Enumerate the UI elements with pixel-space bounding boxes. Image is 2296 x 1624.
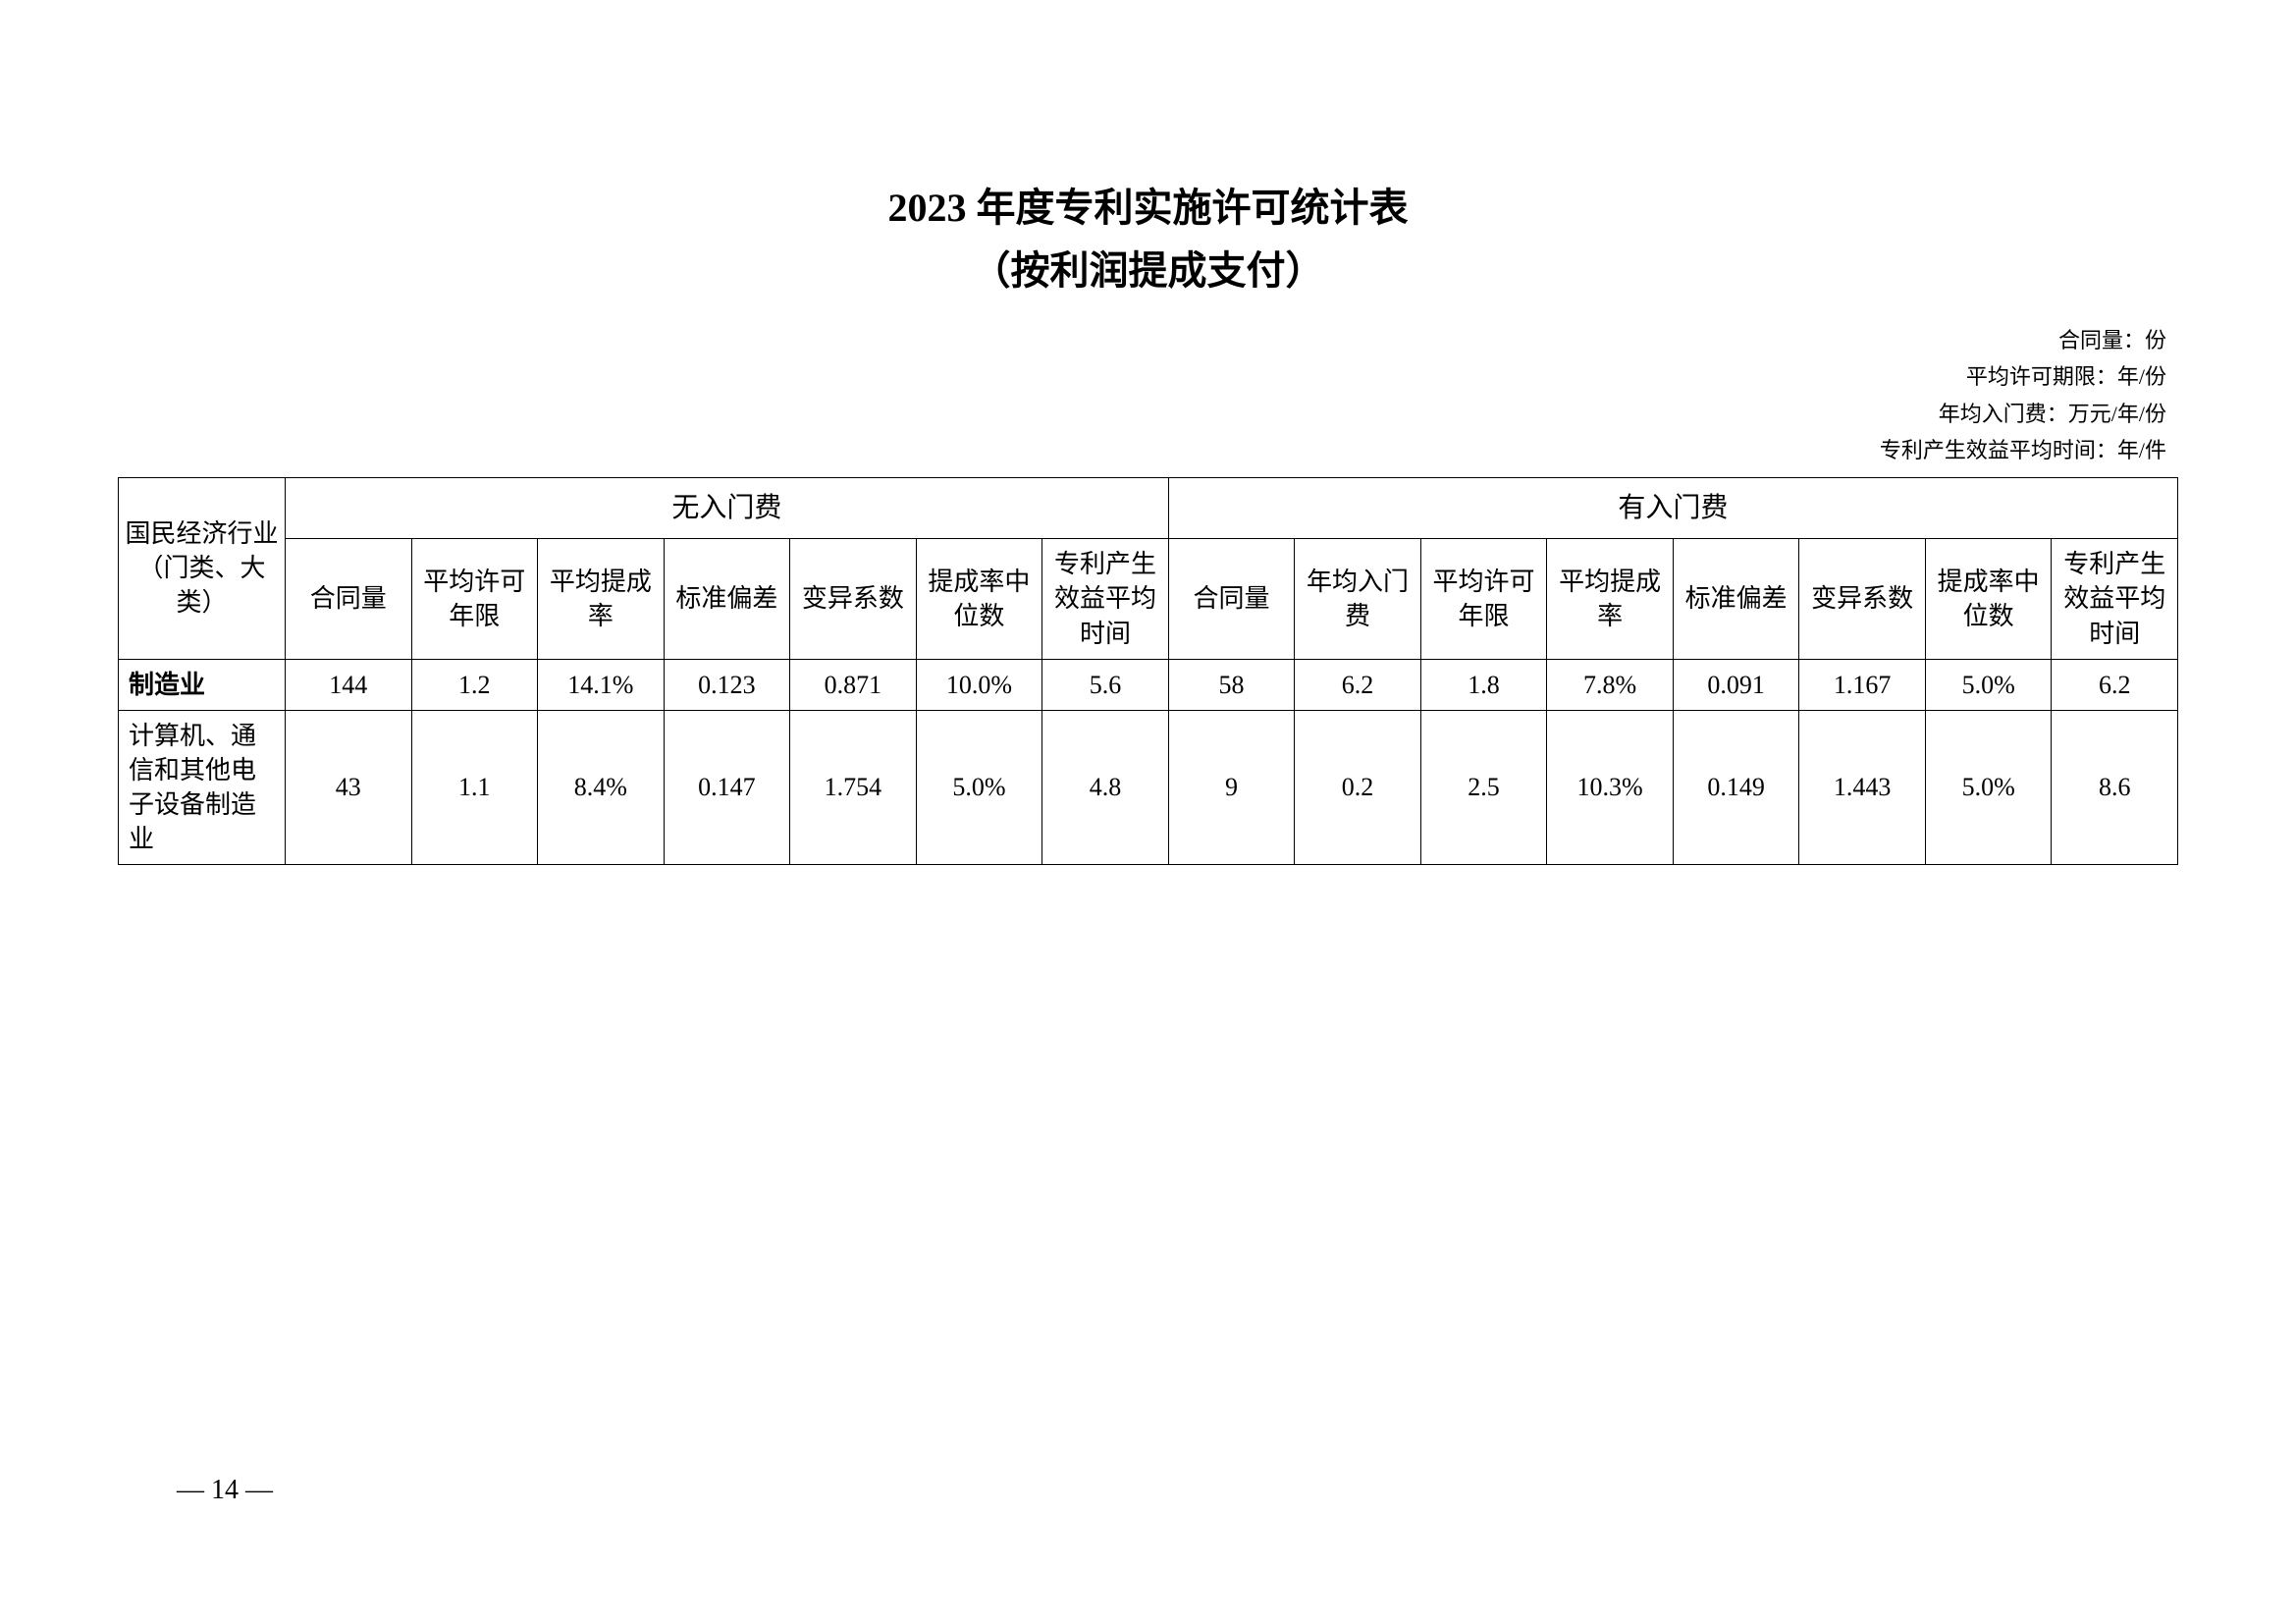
col-nofee-4: 标准偏差 xyxy=(664,539,790,659)
col-nofee-2: 平均许可年限 xyxy=(411,539,538,659)
cell: 14.1% xyxy=(538,659,665,710)
col-withfee-2: 年均入门费 xyxy=(1295,539,1421,659)
row-label: 计算机、通信和其他电子设备制造业 xyxy=(119,710,286,864)
cell: 5.0% xyxy=(1925,710,2052,864)
cell: 10.3% xyxy=(1547,710,1674,864)
legend-block: 合同量：份 平均许可期限：年/份 年均入门费：万元/年/份 专利产生效益平均时间… xyxy=(118,322,2178,469)
legend-line-3: 年均入门费：万元/年/份 xyxy=(118,396,2166,432)
cell: 7.8% xyxy=(1547,659,1674,710)
cell: 10.0% xyxy=(916,659,1042,710)
col-withfee-3: 平均许可年限 xyxy=(1420,539,1547,659)
cell: 5.6 xyxy=(1042,659,1169,710)
title-line-2: （按利润提成支付） xyxy=(118,240,2178,302)
legend-line-1: 合同量：份 xyxy=(118,322,2166,358)
cell: 1.8 xyxy=(1420,659,1547,710)
col-withfee-4: 平均提成率 xyxy=(1547,539,1674,659)
cell: 8.6 xyxy=(2052,710,2178,864)
cell: 0.149 xyxy=(1673,710,1799,864)
header-row-cols: 合同量 平均许可年限 平均提成率 标准偏差 变异系数 提成率中位数 专利产生效益… xyxy=(119,539,2178,659)
cell: 0.147 xyxy=(664,710,790,864)
cell: 6.2 xyxy=(1295,659,1421,710)
cell: 1.1 xyxy=(411,710,538,864)
cell: 144 xyxy=(286,659,412,710)
cell: 58 xyxy=(1168,659,1295,710)
cell: 4.8 xyxy=(1042,710,1169,864)
page-number: — 14 — xyxy=(177,1475,273,1506)
legend-line-4: 专利产生效益平均时间：年/件 xyxy=(118,432,2166,468)
col-withfee-1: 合同量 xyxy=(1168,539,1295,659)
page-container: 2023 年度专利实施许可统计表 （按利润提成支付） 合同量：份 平均许可期限：… xyxy=(0,0,2296,865)
cell: 1.754 xyxy=(790,710,917,864)
cell: 1.2 xyxy=(411,659,538,710)
cell: 0.2 xyxy=(1295,710,1421,864)
col-withfee-6: 变异系数 xyxy=(1799,539,1926,659)
col-nofee-7: 专利产生效益平均时间 xyxy=(1042,539,1169,659)
col-withfee-7: 提成率中位数 xyxy=(1925,539,2052,659)
col-withfee-8: 专利产生效益平均时间 xyxy=(2052,539,2178,659)
table-row: 计算机、通信和其他电子设备制造业 43 1.1 8.4% 0.147 1.754… xyxy=(119,710,2178,864)
header-row-groups: 国民经济行业（门类、大类） 无入门费 有入门费 xyxy=(119,477,2178,539)
cell: 6.2 xyxy=(2052,659,2178,710)
col-nofee-3: 平均提成率 xyxy=(538,539,665,659)
cell: 1.167 xyxy=(1799,659,1926,710)
title-line-1: 2023 年度专利实施许可统计表 xyxy=(118,177,2178,240)
cell: 0.091 xyxy=(1673,659,1799,710)
table-head: 国民经济行业（门类、大类） 无入门费 有入门费 合同量 平均许可年限 平均提成率… xyxy=(119,477,2178,659)
col-nofee-1: 合同量 xyxy=(286,539,412,659)
col-nofee-6: 提成率中位数 xyxy=(916,539,1042,659)
cell: 5.0% xyxy=(1925,659,2052,710)
cell: 0.123 xyxy=(664,659,790,710)
data-table: 国民经济行业（门类、大类） 无入门费 有入门费 合同量 平均许可年限 平均提成率… xyxy=(118,477,2178,866)
cell: 5.0% xyxy=(916,710,1042,864)
table-row: 制造业 144 1.2 14.1% 0.123 0.871 10.0% 5.6 … xyxy=(119,659,2178,710)
cell: 43 xyxy=(286,710,412,864)
group-header-no-fee: 无入门费 xyxy=(286,477,1169,539)
legend-line-2: 平均许可期限：年/份 xyxy=(118,358,2166,395)
cell: 1.443 xyxy=(1799,710,1926,864)
title-block: 2023 年度专利实施许可统计表 （按利润提成支付） xyxy=(118,177,2178,302)
col-withfee-5: 标准偏差 xyxy=(1673,539,1799,659)
cell: 9 xyxy=(1168,710,1295,864)
table-body: 制造业 144 1.2 14.1% 0.123 0.871 10.0% 5.6 … xyxy=(119,659,2178,864)
cell: 2.5 xyxy=(1420,710,1547,864)
col-nofee-5: 变异系数 xyxy=(790,539,917,659)
row-header-label: 国民经济行业（门类、大类） xyxy=(119,477,286,659)
group-header-with-fee: 有入门费 xyxy=(1168,477,2177,539)
cell: 0.871 xyxy=(790,659,917,710)
cell: 8.4% xyxy=(538,710,665,864)
row-label: 制造业 xyxy=(119,659,286,710)
